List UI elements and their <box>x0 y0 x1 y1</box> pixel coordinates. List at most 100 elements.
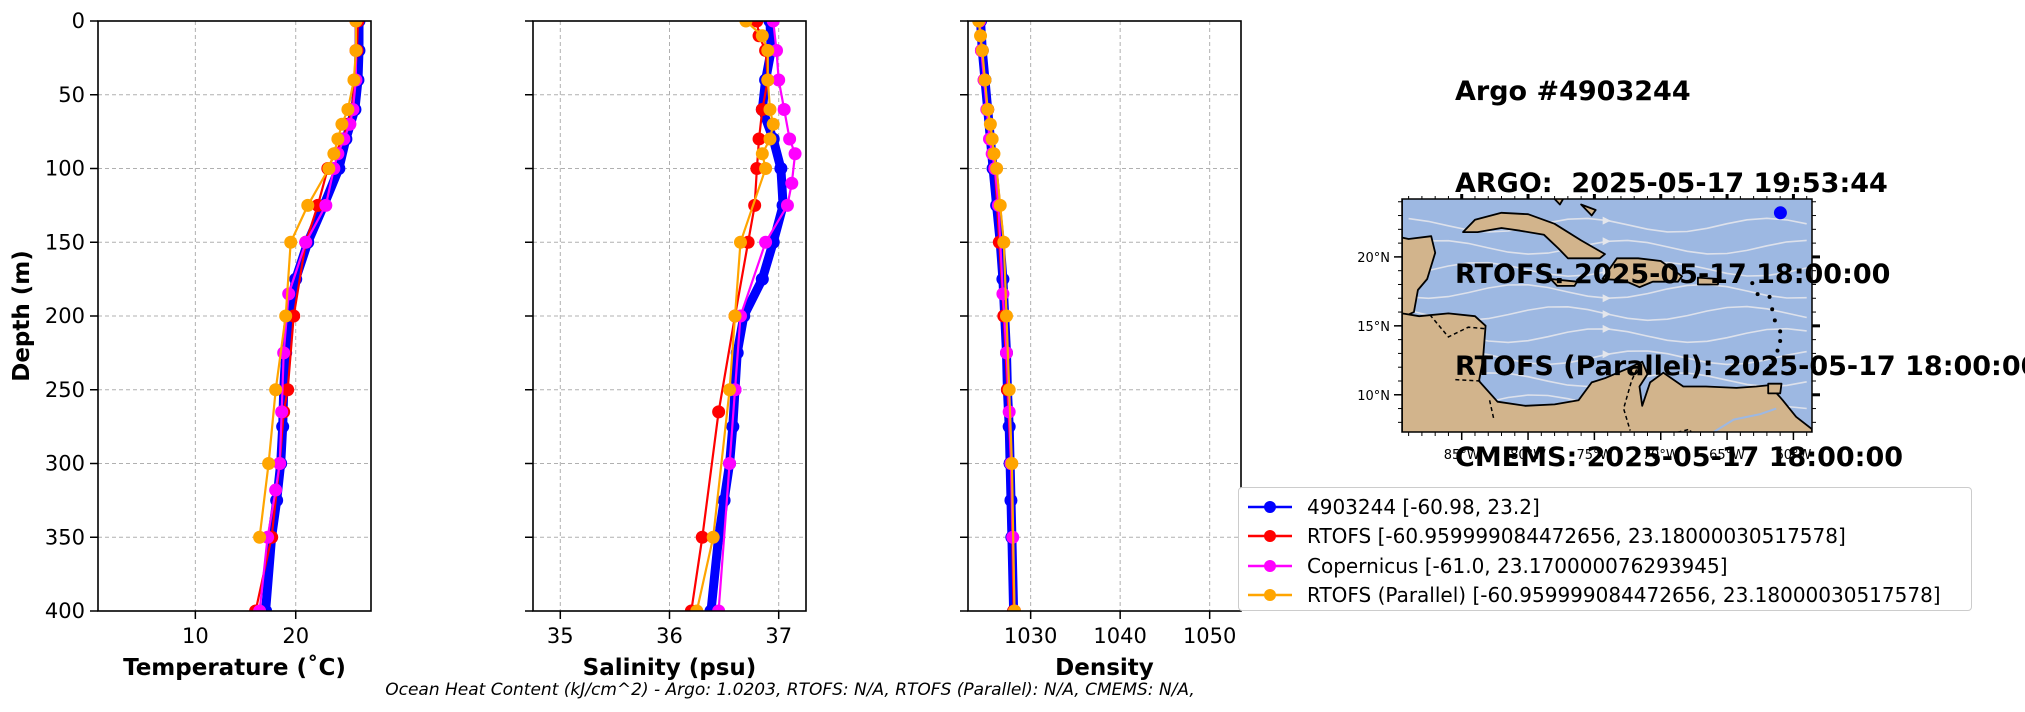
x-tick-label: 35 <box>547 624 574 648</box>
data-point-copernicus <box>996 287 1010 301</box>
y-axis-label: Depth (m) <box>9 250 35 382</box>
data-point-rtofs-parallel <box>972 21 986 28</box>
x-tick-label: 37 <box>765 624 792 648</box>
argo-float-marker <box>1773 206 1787 220</box>
y-tick-label: 150 <box>45 230 85 254</box>
current-arrow <box>1602 350 1611 359</box>
title-argo-id: Argo #4903244 <box>1455 76 1691 107</box>
x-axis-label: Density <box>1055 655 1154 681</box>
legend-marker-rtofs <box>1248 530 1292 543</box>
data-point-rtofs-parallel <box>349 44 363 57</box>
legend-label-rtofs-parallel: RTOFS (Parallel) [-60.959999084472656, 2… <box>1307 583 1941 608</box>
island-dot <box>1755 292 1760 297</box>
data-point-4903244 <box>774 162 788 175</box>
legend: 4903244 [-60.98, 23.2] RTOFS [-60.959999… <box>1238 487 1972 611</box>
current-arrow <box>1602 237 1611 246</box>
data-point-rtofs-parallel <box>690 604 704 611</box>
data-point-rtofs-parallel <box>347 73 361 87</box>
map-lat-label: 15°N <box>1357 320 1390 335</box>
data-point-rtofs-parallel <box>761 73 775 87</box>
data-point-rtofs-parallel <box>728 309 742 323</box>
legend-marker-argo <box>1248 500 1292 513</box>
data-point-rtofs-parallel <box>706 530 720 544</box>
legend-label-rtofs: RTOFS [-60.959999084472656, 23.180000305… <box>1307 524 1846 549</box>
island-dot <box>1750 281 1755 286</box>
data-point-copernicus <box>788 147 802 161</box>
data-point-rtofs-parallel <box>262 457 276 470</box>
x-tick-label: 1030 <box>1004 624 1057 648</box>
y-tick-label: 100 <box>45 157 85 181</box>
data-point-copernicus <box>282 287 296 301</box>
river <box>1713 407 1777 432</box>
data-point-rtofs-parallel <box>279 309 293 323</box>
land-mass <box>1402 312 1812 432</box>
land-mass <box>1601 257 1683 289</box>
data-point-rtofs <box>695 530 709 544</box>
data-point-rtofs-parallel <box>349 21 363 28</box>
map-lon-label: 85°W <box>1444 448 1480 463</box>
data-point-copernicus <box>299 235 313 249</box>
island-dot <box>1768 363 1773 368</box>
data-point-rtofs-parallel <box>990 162 1004 175</box>
data-point-copernicus <box>723 457 737 470</box>
data-point-rtofs-parallel <box>763 103 777 116</box>
data-point-rtofs-parallel <box>987 147 1001 161</box>
x-axis-label: Salinity (psu) <box>583 655 757 681</box>
figure-title: Argo #4903244 ARGO: 2025-05-17 19:53:44 … <box>1455 16 2025 504</box>
data-point-rtofs-parallel <box>975 44 989 57</box>
data-point-rtofs-parallel <box>985 132 999 146</box>
data-point-rtofs <box>752 132 766 146</box>
data-point-rtofs-parallel <box>253 530 267 544</box>
legend-label-argo: 4903244 [-60.98, 23.2] <box>1307 494 1540 519</box>
x-tick-label: 10 <box>182 624 209 648</box>
map-lat-label: 10°N <box>1357 389 1390 404</box>
data-point-copernicus <box>780 198 794 212</box>
land-mass <box>1767 382 1783 395</box>
island-dot <box>1775 348 1780 353</box>
data-point-copernicus <box>275 405 289 419</box>
data-point-rtofs-parallel <box>755 29 769 43</box>
map-lon-label: 80°W <box>1510 448 1546 463</box>
island-dot <box>1770 307 1775 312</box>
y-tick-label: 200 <box>45 304 85 328</box>
map-lon-label: 70°W <box>1643 448 1679 463</box>
country-border <box>1488 400 1495 419</box>
land-mass <box>1462 211 1606 260</box>
data-point-rtofs-parallel <box>981 103 995 116</box>
data-point-copernicus <box>269 483 283 497</box>
island-dot <box>1772 318 1777 323</box>
y-tick-label: 350 <box>45 525 85 549</box>
data-point-rtofs-parallel <box>997 235 1011 249</box>
x-tick-label: 1040 <box>1093 624 1146 648</box>
panel-temperature: 0 50 100 150 200 250 300 350 400 10 20 Temperature … <box>9 9 372 681</box>
title-cmems-time: CMEMS: 2025-05-17 18:00:00 <box>1455 442 1904 473</box>
data-point-rtofs-parallel <box>269 383 283 397</box>
data-point-copernicus <box>777 103 791 116</box>
island-dot <box>1778 329 1783 334</box>
ohc-footer: Ocean Heat Content (kJ/cm^2) - Argo: 1.0… <box>385 680 1195 700</box>
land-mass <box>1402 199 1437 319</box>
data-point-copernicus <box>783 132 797 146</box>
data-point-rtofs-parallel <box>1002 383 1016 397</box>
data-point-copernicus <box>712 604 726 611</box>
y-tick-label: 50 <box>58 83 85 107</box>
title-rtofs-parallel-time: RTOFS (Parallel): 2025-05-17 18:00:00 <box>1455 350 2025 382</box>
y-tick-label: 250 <box>45 378 85 402</box>
y-tick-label: 0 <box>72 9 85 33</box>
data-point-rtofs-parallel <box>999 309 1013 323</box>
data-point-copernicus <box>766 21 780 28</box>
y-tick-label: 300 <box>45 452 85 476</box>
panel-salinity: 35 36 37 Salinity (psu) <box>525 20 807 681</box>
x-tick-label: 20 <box>282 624 309 648</box>
legend-item-rtofs: RTOFS [-60.959999084472656, 23.180000305… <box>1245 522 1971 552</box>
country-border <box>1622 362 1641 431</box>
data-point-rtofs-parallel <box>341 103 355 116</box>
current-arrow <box>1602 324 1611 333</box>
x-axis-label: Temperature (˚C) <box>123 654 346 681</box>
legend-item-rtofs-parallel: RTOFS (Parallel) [-60.959999084472656, 2… <box>1245 581 1971 611</box>
data-point-4903244 <box>755 272 769 286</box>
data-point-rtofs-parallel <box>335 117 349 131</box>
data-point-rtofs-parallel <box>763 132 777 146</box>
legend-item-copernicus: Copernicus [-61.0, 23.170000076293945] <box>1245 551 1971 581</box>
